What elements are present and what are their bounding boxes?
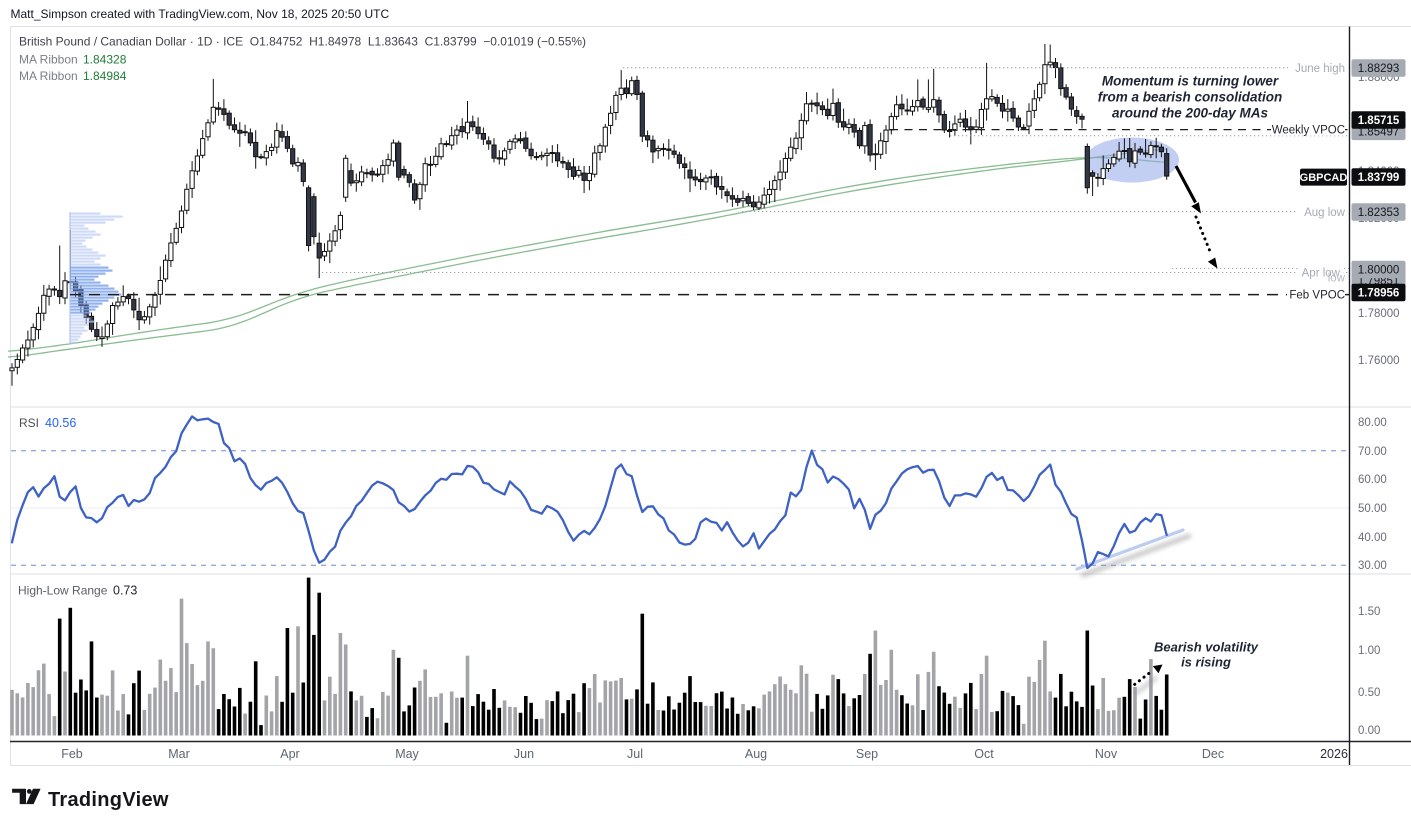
svg-text:Weekly VPOC: Weekly VPOC xyxy=(1272,125,1345,137)
svg-text:MA Ribbon: MA Ribbon xyxy=(19,69,78,83)
svg-text:1.88293: 1.88293 xyxy=(1358,63,1400,75)
svg-text:60.00: 60.00 xyxy=(1358,474,1387,486)
svg-text:TradingView: TradingView xyxy=(48,789,169,811)
svg-text:1.83799: 1.83799 xyxy=(1358,172,1400,184)
svg-text:1.84984: 1.84984 xyxy=(83,69,127,83)
svg-text:Aug: Aug xyxy=(745,747,767,761)
svg-text:from a bearish consolidation: from a bearish consolidation xyxy=(1098,90,1283,105)
svg-text:50.00: 50.00 xyxy=(1358,503,1387,515)
svg-text:Feb: Feb xyxy=(61,747,83,761)
svg-text:Momentum is turning lower: Momentum is turning lower xyxy=(1102,74,1279,89)
svg-text:Apr: Apr xyxy=(280,747,299,761)
svg-text:0.00: 0.00 xyxy=(1358,725,1380,737)
svg-text:around the 200-day MAs: around the 200-day MAs xyxy=(1112,106,1269,121)
svg-text:RSI: RSI xyxy=(19,416,39,430)
svg-text:High-Low Range: High-Low Range xyxy=(18,584,108,598)
svg-text:1.85497: 1.85497 xyxy=(1358,126,1400,138)
svg-text:Nov: Nov xyxy=(1095,747,1118,761)
svg-text:1.78000: 1.78000 xyxy=(1358,308,1400,320)
svg-text:Mar: Mar xyxy=(168,747,190,761)
svg-text:Jun: Jun xyxy=(514,747,534,761)
svg-text:MA Ribbon: MA Ribbon xyxy=(19,53,78,67)
svg-text:0.50: 0.50 xyxy=(1358,687,1380,699)
svg-text:Matt_Simpson created with Trad: Matt_Simpson created with TradingView.co… xyxy=(11,7,390,21)
svg-text:low: low xyxy=(1328,273,1346,285)
svg-text:Bearish volatility: Bearish volatility xyxy=(1154,640,1259,655)
svg-text:1.84328: 1.84328 xyxy=(83,53,127,67)
svg-text:1.78956: 1.78956 xyxy=(1358,288,1400,300)
svg-text:1.85715: 1.85715 xyxy=(1358,115,1400,127)
svg-text:1.76000: 1.76000 xyxy=(1358,355,1400,367)
svg-text:40.56: 40.56 xyxy=(45,416,76,430)
svg-text:June high: June high xyxy=(1295,63,1345,75)
svg-text:Sep: Sep xyxy=(856,747,878,761)
svg-text:British Pound / Canadian Dolla: British Pound / Canadian Dollar · 1D · I… xyxy=(19,35,586,49)
svg-text:May: May xyxy=(395,747,419,761)
svg-text:GBPCAD: GBPCAD xyxy=(1300,172,1348,184)
svg-text:1.00: 1.00 xyxy=(1358,645,1380,657)
svg-text:2026: 2026 xyxy=(1320,747,1348,761)
svg-text:0.73: 0.73 xyxy=(113,584,137,598)
svg-text:Apr low: Apr low xyxy=(1302,268,1341,280)
svg-text:Feb VPOC: Feb VPOC xyxy=(1289,290,1345,302)
svg-text:Dec: Dec xyxy=(1202,747,1224,761)
svg-text:Oct: Oct xyxy=(974,747,994,761)
svg-text:1.80000: 1.80000 xyxy=(1358,264,1400,276)
svg-text:Aug low: Aug low xyxy=(1304,207,1346,219)
svg-text:80.00: 80.00 xyxy=(1358,417,1387,429)
svg-text:70.00: 70.00 xyxy=(1358,446,1387,458)
svg-text:is rising: is rising xyxy=(1181,655,1231,670)
svg-text:1.82353: 1.82353 xyxy=(1358,207,1400,219)
svg-text:40.00: 40.00 xyxy=(1358,532,1387,544)
svg-text:1.50: 1.50 xyxy=(1358,606,1380,618)
svg-text:30.00: 30.00 xyxy=(1358,560,1387,572)
svg-text:Jul: Jul xyxy=(627,747,643,761)
